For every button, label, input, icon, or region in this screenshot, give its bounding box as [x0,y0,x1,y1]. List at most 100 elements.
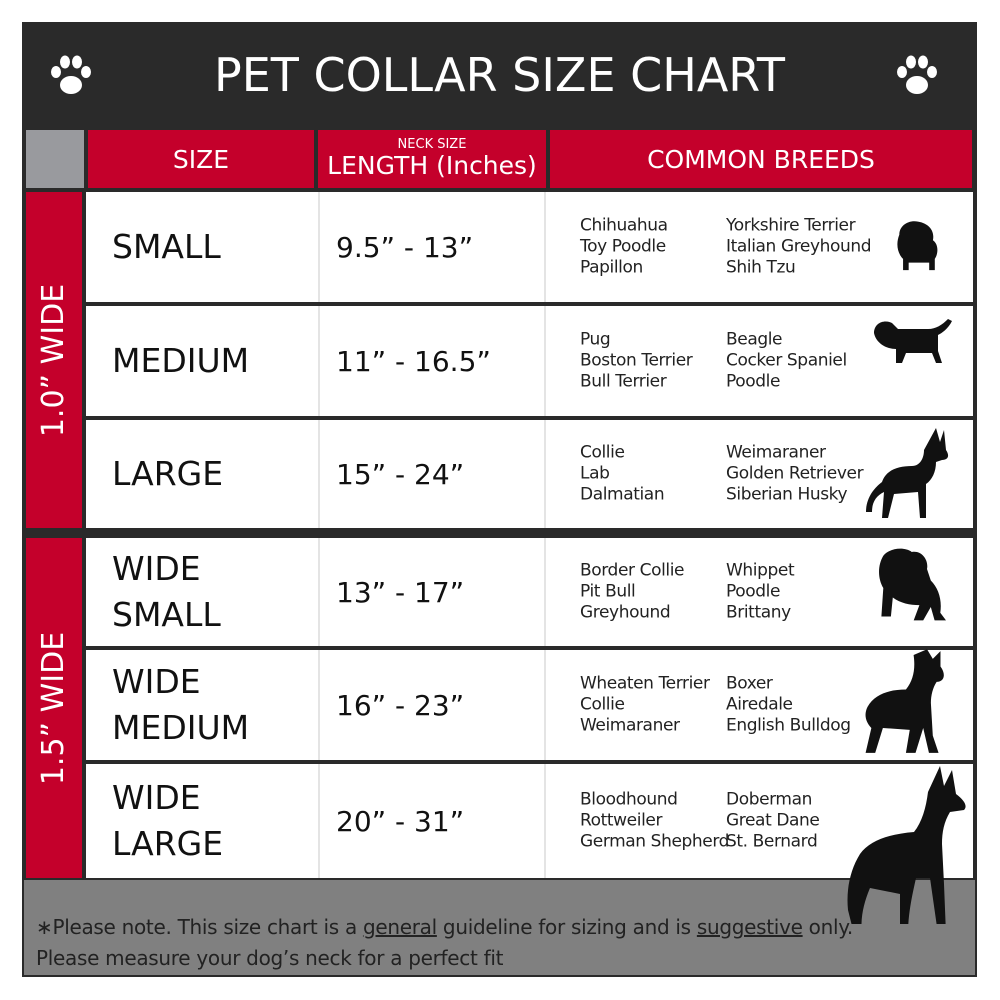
group-label-1in: 1.0” WIDE [26,192,82,528]
breed-name: Bull Terrier [580,371,667,392]
breeds-column: Pug Boston Terrier Bull Terrier [580,329,693,393]
group-label-text: 1.0” WIDE [36,283,72,437]
breed-name: Siberian Husky [726,484,848,505]
breed-name: Brittany [726,602,791,623]
breed-name: Dalmatian [580,484,665,505]
breed-name: Chihuahua [580,215,668,236]
breed-name: Shih Tzu [726,257,796,278]
header-neck-size-label: NECK SIZE [397,137,467,152]
size-label-word: SMALL [112,595,221,634]
table-row: SMALL 9.5” - 13” Chihuahua Toy Poodle Papi… [86,192,973,302]
breeds-column: Border Collie Pit Bull Greyhound [580,560,685,624]
breeds-column: Yorkshire Terrier Italian Greyhound Shih T… [726,215,872,279]
breed-name: Weimaraner [580,715,680,736]
table-row: WIDE LARGE 20” - 31” Bloodhound Rottweiler… [86,764,973,878]
title-bar: PET COLLAR SIZE CHART [22,22,977,128]
breed-name: Whippet [726,560,795,581]
breed-name: Wheaten Terrier [580,673,710,694]
breed-name: German Shepherd [580,831,730,852]
breeds-column: Doberman Great Dane St. Bernard [726,789,820,853]
breed-name: Papillon [580,257,643,278]
group-label-text: 1.5” WIDE [36,631,72,785]
note-underlined: general [362,915,437,939]
note-text: ∗Please note. This size chart is a [36,915,363,939]
breed-name: Yorkshire Terrier [726,215,856,236]
breed-name: Poodle [726,581,781,602]
breed-name: Poodle [726,371,781,392]
dog-silhouette-icon [856,644,952,766]
size-cell: MEDIUM [86,306,314,416]
length-cell: 16” - 23” [318,650,546,760]
breed-name: Greyhound [580,602,671,623]
breed-name: Rottweiler [580,810,663,831]
breed-name: Bloodhound [580,789,678,810]
breed-name: Toy Poodle [580,236,666,257]
disclaimer-note: ∗Please note. This size chart is a gener… [36,912,853,974]
table-row: LARGE 15” - 24” Collie Lab Dalmatian Weima… [86,420,973,528]
length-cell: 9.5” - 13” [318,192,546,302]
breed-name: Boston Terrier [580,350,693,371]
size-cell: LARGE [86,420,314,528]
breeds-column: Bloodhound Rottweiler German Shepherd [580,790,729,853]
breed-name: Weimaraner [726,442,826,463]
breeds-cell: Wheaten Terrier Collie Weimaraner Boxer Air… [550,650,973,760]
breeds-cell: Bloodhound Rottweiler German Shepherd Dobe… [550,764,973,878]
length-cell: 15” - 24” [318,420,546,528]
note-text: only. [802,915,854,939]
length-cell: 20” - 31” [318,764,546,878]
breed-name: Great Dane [726,810,820,831]
paw-icon [51,55,91,94]
dog-silhouette-icon [870,546,946,636]
breeds-column: Beagle Cocker Spaniel Poodle [726,330,847,393]
breed-name: Golden Retriever [726,463,864,484]
header-breeds-label: COMMON BREEDS [647,144,875,174]
dog-silhouette-icon [890,214,946,278]
breed-name: Collie [580,442,625,463]
breed-name: Pug [580,329,611,350]
breed-name: Pit Bull [580,581,636,602]
size-label-word: LARGE [112,824,224,863]
note-text: guideline for sizing and is [436,915,697,939]
breed-name: English Bulldog [726,715,851,736]
note-underlined: suggestive [696,915,803,939]
breeds-cell: Border Collie Pit Bull Greyhound Whippet Po… [550,538,973,646]
size-label-word: MEDIUM [112,708,250,747]
header-size: SIZE [88,130,314,188]
table-row: WIDE SMALL 13” - 17” Border Collie Pit Bul… [86,538,973,646]
table-row: WIDE MEDIUM 16” - 23” Wheaten Terrier Coll… [86,650,973,760]
breeds-cell: Collie Lab Dalmatian Weimaraner Golden Retr… [550,420,973,528]
header-breeds: COMMON BREEDS [550,130,972,188]
dog-silhouette-icon [812,764,972,934]
breeds-cell: Pug Boston Terrier Bull Terrier Beagle Cock… [550,306,973,416]
size-cell: WIDE LARGE [86,764,314,878]
size-label-word: SMALL [112,227,221,266]
breeds-column: Whippet Poodle Brittany [726,560,795,624]
corner-cell [26,130,84,188]
breeds-column: Wheaten Terrier Collie Weimaraner [580,674,710,737]
size-label-word: LARGE [112,454,224,493]
table-row: MEDIUM 11” - 16.5” Pug Boston Terrier Bull… [86,306,973,416]
header-length-label: LENGTH (Inches) [327,151,537,180]
breed-name: Airedale [726,694,793,715]
breed-name: Italian Greyhound [726,236,872,257]
footer [24,880,975,975]
breed-name: Collie [580,694,625,715]
header-length: NECK SIZE LENGTH (Inches) [318,130,546,188]
breed-name: Cocker Spaniel [726,350,847,371]
breed-name: Doberman [726,789,812,810]
header-size-label: SIZE [172,144,230,174]
breeds-column: Collie Lab Dalmatian [580,442,665,506]
breed-name: Lab [580,463,610,484]
breeds-column: Weimaraner Golden Retriever Siberian Husky [726,442,864,506]
length-cell: 11” - 16.5” [318,306,546,416]
size-label-word: MEDIUM [112,341,250,380]
size-label-word: WIDE [112,662,201,701]
breed-name: Boxer [726,673,773,694]
breeds-column: Chihuahua Toy Poodle Papillon [580,216,668,279]
breed-name: Beagle [726,329,783,350]
length-cell: 13” - 17” [318,538,546,646]
breed-name: Border Collie [580,560,685,581]
size-label-word: WIDE [112,549,201,588]
size-cell: WIDE MEDIUM [86,650,314,760]
dog-silhouette-icon [870,312,960,378]
